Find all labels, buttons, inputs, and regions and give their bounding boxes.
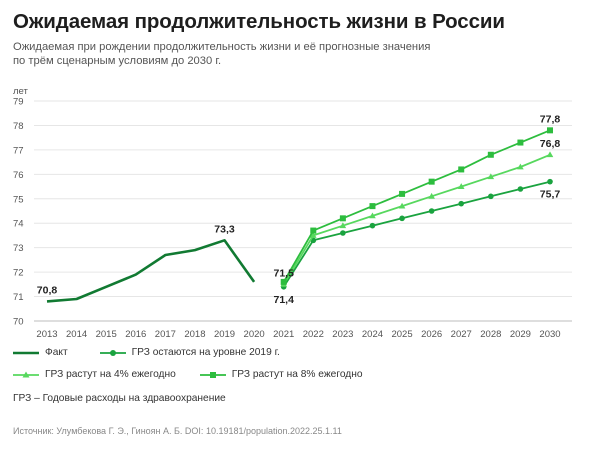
data-point-scenario-2019 — [517, 186, 524, 192]
x-tick-label: 2022 — [303, 329, 324, 340]
y-tick-label: 76 — [13, 170, 24, 181]
x-tick-label: 2017 — [155, 329, 176, 340]
series-line-scenario-8 — [282, 129, 551, 283]
data-point-scenario-4 — [517, 163, 524, 170]
legend-item-scenario-4: ГРЗ растут на 4% ежегодно — [13, 369, 176, 380]
abbreviation-note: ГРЗ – Годовые расходы на здравоохранение — [13, 393, 226, 404]
data-point-scenario-4 — [339, 222, 347, 229]
legend-item-scenario-2019: ГРЗ остаются на уровне 2019 г. — [99, 347, 280, 358]
x-tick-label: 2029 — [510, 329, 531, 340]
data-point-scenario-8 — [458, 166, 465, 173]
chart-title: Ожидаемая продолжительность жизни в Росс… — [13, 10, 505, 33]
data-point-scenario-4 — [369, 212, 376, 219]
y-tick-label: 75 — [13, 194, 24, 205]
source-note: Источник: Улумбекова Г. Э., Гиноян А. Б.… — [13, 426, 342, 436]
x-tick-label: 2015 — [96, 329, 117, 340]
x-tick-label: 2023 — [332, 329, 353, 340]
y-tick-label: 77 — [13, 145, 24, 156]
data-point-scenario-2019 — [488, 193, 494, 200]
legend-swatch-scenario-8 — [199, 371, 226, 378]
series-line-fact — [46, 239, 256, 303]
data-point-scenario-4 — [546, 151, 554, 158]
data-point-scenario-4 — [398, 202, 406, 209]
data-label: 70,8 — [37, 284, 58, 296]
data-point-scenario-4 — [428, 192, 435, 199]
x-tick-label: 2026 — [421, 329, 442, 340]
x-tick-label: 2027 — [451, 329, 472, 340]
data-label: 73,3 — [214, 223, 235, 235]
line-chart: лет 70 71 72 73 74 75 76 77 78 79 2013 2014 2015 2016 2… — [13, 86, 572, 340]
data-label: 76,8 — [540, 138, 561, 150]
x-tick-label: 2020 — [244, 329, 265, 340]
data-point-scenario-2019 — [369, 222, 376, 229]
y-tick-label: 78 — [13, 121, 24, 132]
data-point-scenario-8 — [280, 278, 287, 285]
x-tick-label: 2016 — [125, 329, 146, 340]
data-point-scenario-8 — [517, 139, 524, 146]
series-line-scenario-2019 — [282, 180, 551, 288]
x-tick-label: 2019 — [214, 329, 235, 340]
data-point-scenario-8 — [547, 127, 553, 134]
data-label: 71,5 — [273, 267, 294, 279]
data-point-scenario-8 — [310, 227, 317, 234]
data-point-scenario-8 — [369, 203, 376, 210]
y-tick-label: 73 — [13, 243, 24, 254]
legend-swatch-scenario-4 — [13, 371, 39, 377]
data-point-scenario-4 — [487, 173, 495, 180]
y-tick-label: 72 — [13, 268, 24, 279]
x-tick-label: 2024 — [362, 329, 383, 340]
legend-label-scenario-8: ГРЗ растут на 8% ежегодно — [231, 369, 363, 380]
data-label: 71,4 — [273, 294, 294, 306]
y-tick-label: 70 — [13, 317, 24, 328]
y-axis-unit-label: лет — [13, 86, 29, 97]
data-point-scenario-4 — [309, 232, 317, 238]
data-label: 75,7 — [540, 189, 561, 201]
data-point-scenario-2019 — [428, 208, 435, 214]
legend-row-2: ГРЗ растут на 4% ежегодно ГРЗ растут на … — [13, 369, 381, 380]
chart-subtitle: Ожидаемая при рождении продолжительность… — [13, 40, 573, 68]
legend-swatch-fact — [13, 351, 39, 354]
x-tick-label: 2014 — [66, 329, 87, 340]
y-tick-label: 71 — [13, 292, 24, 303]
data-point-scenario-2019 — [399, 215, 405, 222]
series-line-scenario-4 — [282, 153, 551, 285]
data-point-scenario-8 — [399, 190, 406, 197]
legend-label-scenario-4: ГРЗ растут на 4% ежегодно — [45, 369, 176, 380]
data-point-scenario-8 — [428, 178, 435, 185]
y-tick-label: 74 — [13, 219, 24, 230]
legend-row-1: Факт ГРЗ остаются на уровне 2019 г. — [13, 347, 298, 358]
legend-swatch-scenario-2019 — [99, 349, 126, 356]
data-point-scenario-8 — [339, 215, 346, 222]
data-point-scenario-2019 — [458, 200, 465, 207]
x-tick-label: 2028 — [480, 329, 501, 340]
subtitle-line-1: Ожидаемая при рождении продолжительность… — [13, 41, 431, 53]
x-tick-label: 2018 — [184, 329, 205, 340]
legend-label-scenario-2019: ГРЗ остаются на уровне 2019 г. — [131, 347, 280, 358]
x-tick-label: 2013 — [36, 329, 57, 340]
legend-item-scenario-8: ГРЗ растут на 8% ежегодно — [199, 369, 363, 380]
data-point-scenario-8 — [487, 151, 494, 158]
x-tick-label: 2025 — [391, 329, 412, 340]
x-tick-label: 2021 — [273, 329, 294, 340]
data-point-scenario-2019 — [547, 178, 553, 185]
y-tick-label: 79 — [13, 97, 24, 108]
legend-label-fact: Факт — [45, 347, 68, 358]
legend-item-fact: Факт — [13, 347, 68, 358]
data-label: 77,8 — [540, 113, 561, 125]
data-point-scenario-2019 — [340, 230, 346, 236]
data-point-scenario-4 — [457, 183, 465, 189]
subtitle-line-2: по трём сценарным условиям до 2030 г. — [13, 55, 222, 67]
x-tick-label: 2030 — [539, 329, 560, 340]
